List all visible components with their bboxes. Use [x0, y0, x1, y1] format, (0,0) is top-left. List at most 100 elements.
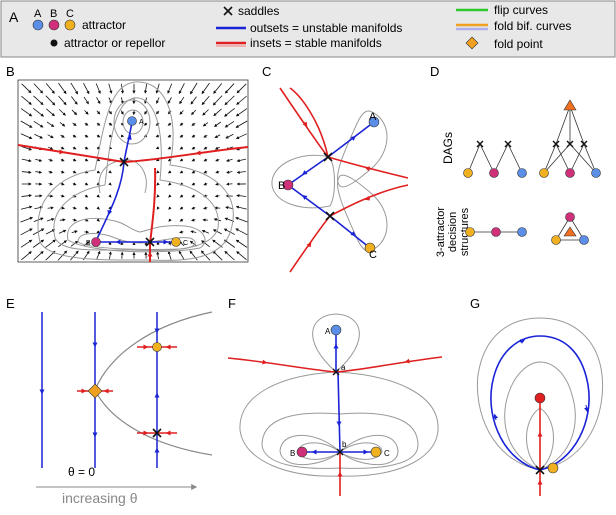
panel-f-attractor-a	[331, 325, 341, 335]
field-arrow	[72, 110, 76, 114]
field-arrow	[34, 134, 41, 138]
field-arrow	[181, 232, 184, 233]
panel-f-saddle-b-label: b	[342, 440, 347, 449]
field-arrow	[96, 97, 99, 102]
panel-e-fold-point-icon	[88, 384, 102, 398]
svg-text:3-attractor: 3-attractor	[435, 207, 447, 257]
panel-c: C A B C	[262, 64, 408, 272]
field-arrow	[227, 134, 234, 137]
field-arrow	[72, 231, 77, 232]
field-arrow	[34, 84, 42, 93]
field-arrow	[97, 232, 98, 233]
field-arrow	[70, 252, 77, 261]
field-arrow	[22, 172, 30, 173]
field-arrow	[238, 196, 246, 197]
field-arrow	[21, 241, 31, 248]
field-arrow	[97, 123, 99, 125]
field-arrow	[109, 184, 110, 185]
field-arrow	[121, 97, 122, 102]
panel-g-attractor	[548, 463, 558, 473]
field-arrow	[193, 147, 195, 148]
field-arrow	[46, 83, 54, 92]
field-arrow	[158, 207, 159, 208]
panel-f: F A B C a b	[228, 296, 442, 496]
legend-attractor-a-icon	[33, 20, 43, 30]
field-arrow	[237, 252, 246, 260]
field-arrow	[205, 171, 207, 172]
field-arrow	[22, 195, 31, 196]
panel-b-attractor-a	[128, 117, 137, 126]
panel-e-increasing-label: increasing θ	[62, 490, 138, 506]
panel-c-label-a: A	[369, 111, 377, 123]
field-arrow	[158, 195, 159, 196]
field-arrow	[225, 241, 235, 248]
field-arrow	[145, 123, 147, 124]
field-arrow	[191, 83, 197, 93]
field-arrow	[47, 219, 53, 221]
field-arrow	[193, 135, 195, 136]
panel-b-letter: B	[6, 64, 15, 79]
field-arrow	[110, 195, 111, 196]
panel-f-label-a: A	[325, 327, 331, 336]
field-arrow	[193, 171, 195, 172]
field-arrow	[217, 172, 219, 173]
field-arrow	[214, 252, 223, 260]
field-arrow	[109, 111, 111, 113]
field-arrow	[21, 229, 32, 235]
field-arrow	[180, 252, 185, 260]
field-arrow	[169, 195, 170, 196]
field-arrow	[169, 135, 171, 136]
field-arrow	[193, 183, 195, 184]
field-arrow	[85, 135, 87, 136]
field-arrow	[48, 159, 51, 160]
panel-c-saddle-lower-icon	[326, 212, 334, 220]
field-arrow	[205, 147, 207, 148]
field-arrow	[85, 160, 87, 161]
field-arrow	[49, 172, 52, 173]
legend-saddles-label: saddles	[238, 4, 279, 18]
panel-d: D DAGs 3-attractor decision structures	[430, 64, 601, 257]
field-arrow	[73, 208, 76, 209]
panel-g-letter: G	[470, 296, 480, 311]
legend-dot-icon	[51, 40, 58, 47]
field-arrow	[228, 159, 233, 160]
field-arrow	[226, 252, 235, 260]
field-arrow	[192, 232, 196, 233]
field-arrow	[237, 241, 247, 248]
field-arrow	[215, 122, 221, 126]
field-arrow	[61, 172, 63, 173]
field-arrow	[21, 109, 31, 116]
panel-b-attractor-c	[172, 238, 181, 247]
panel-b-attractor-b	[92, 238, 101, 247]
field-arrow	[97, 172, 99, 173]
field-arrow	[85, 207, 87, 208]
field-arrow	[226, 96, 235, 104]
field-arrow	[35, 159, 40, 160]
legend-box: A A B C attractor attractor or repellor …	[1, 1, 615, 57]
field-arrow	[169, 148, 171, 149]
field-arrow	[169, 252, 171, 259]
panel-f-letter: F	[228, 296, 236, 311]
field-arrow	[83, 83, 88, 93]
field-arrow	[181, 123, 183, 125]
field-arrow	[48, 184, 51, 185]
field-arrow	[169, 172, 171, 173]
field-arrow	[237, 207, 246, 209]
field-arrow	[225, 108, 234, 115]
legend-fold-bif-label: fold bif. curves	[494, 19, 571, 33]
panel-f-label-b: B	[290, 449, 295, 458]
legend-outsets-label: outsets = unstable manifolds	[250, 21, 402, 35]
field-arrow	[192, 97, 197, 104]
field-arrow	[58, 83, 65, 93]
panel-c-label-c: C	[369, 249, 377, 261]
field-arrow	[60, 122, 64, 125]
field-arrow	[168, 84, 172, 93]
panel-c-label-b: B	[278, 180, 285, 192]
field-arrow	[192, 110, 196, 114]
field-arrow	[109, 97, 111, 102]
field-arrow	[203, 96, 210, 104]
field-arrow	[73, 160, 75, 161]
field-arrow	[59, 231, 65, 234]
field-arrow	[180, 97, 184, 103]
